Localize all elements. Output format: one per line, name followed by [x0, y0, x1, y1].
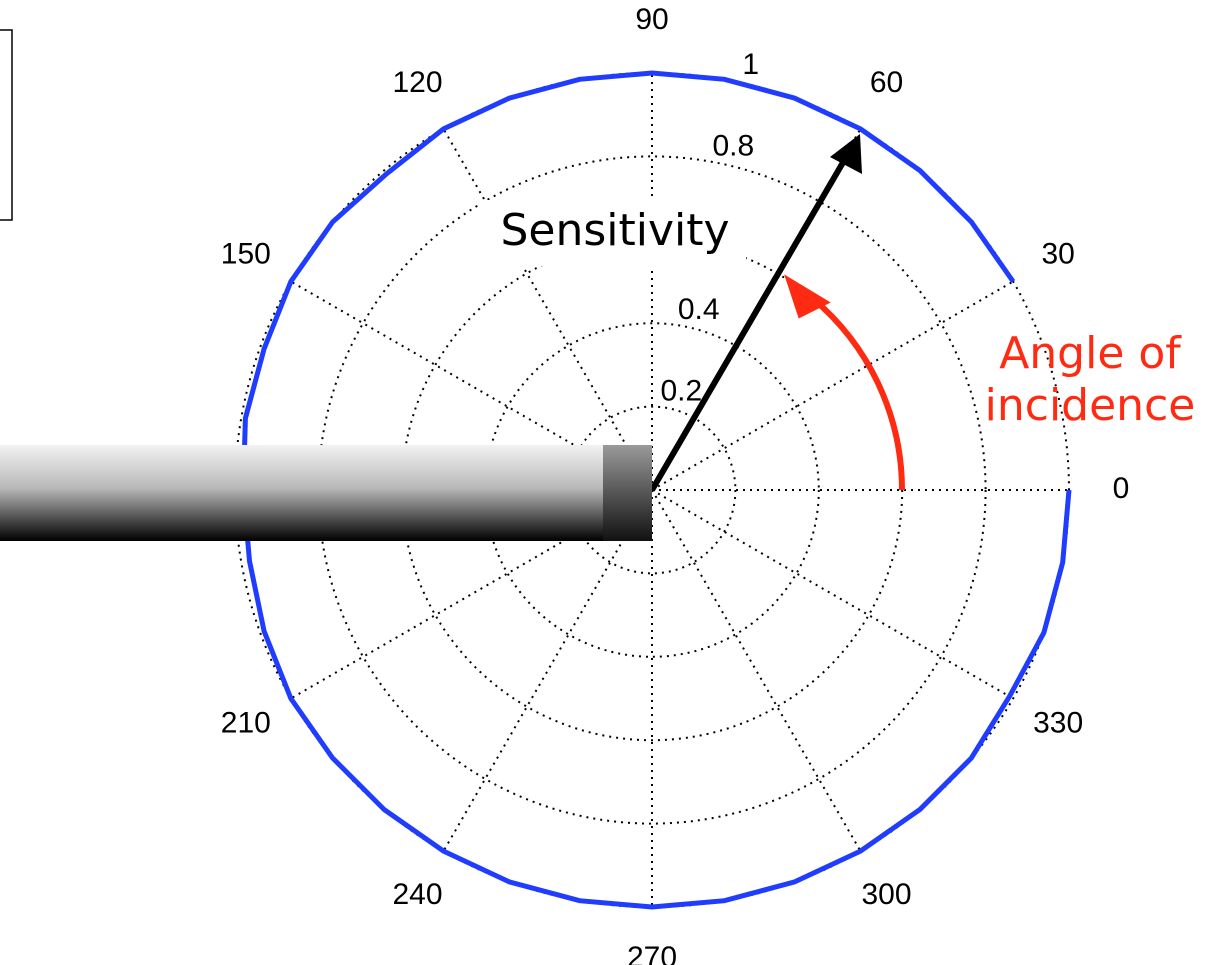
angle-arc [813, 298, 902, 490]
angle-tick-label: 90 [635, 3, 668, 36]
grid-spoke [444, 490, 653, 851]
angle-tick-label: 150 [221, 237, 271, 270]
annotation: Angle of incidence [950, 328, 1230, 432]
angle-tick-label: 240 [392, 878, 442, 911]
legend-fragment [0, 30, 12, 220]
annotation: Sensitivity [470, 205, 760, 257]
microphone-head [603, 445, 652, 541]
angle-tick-label: 300 [861, 878, 911, 911]
angle-tick-label: 120 [392, 66, 442, 99]
angle-tick-label: 30 [1041, 237, 1074, 270]
grid-spoke [652, 490, 861, 851]
radial-tick-label: 0.2 [660, 374, 702, 407]
angle-tick-label: 60 [870, 66, 903, 99]
page: 03060901201501802102402703003300.20.40.6… [0, 0, 1230, 965]
radial-tick-label: 1 [742, 48, 759, 81]
radial-tick-label: 0.8 [712, 130, 754, 163]
angle-tick-label: 210 [221, 706, 271, 739]
radial-tick-label: 0.4 [678, 293, 720, 326]
chart: 03060901201501802102402703003300.20.40.6… [0, 0, 1230, 965]
grid-spoke [652, 490, 1013, 699]
angle-tick-label: 0 [1113, 472, 1130, 505]
grid-spoke [444, 129, 653, 490]
angle-tick-label: 270 [627, 941, 677, 965]
microphone-body [0, 445, 605, 541]
angle-tick-label: 330 [1033, 706, 1083, 739]
arrow-head [830, 134, 862, 174]
